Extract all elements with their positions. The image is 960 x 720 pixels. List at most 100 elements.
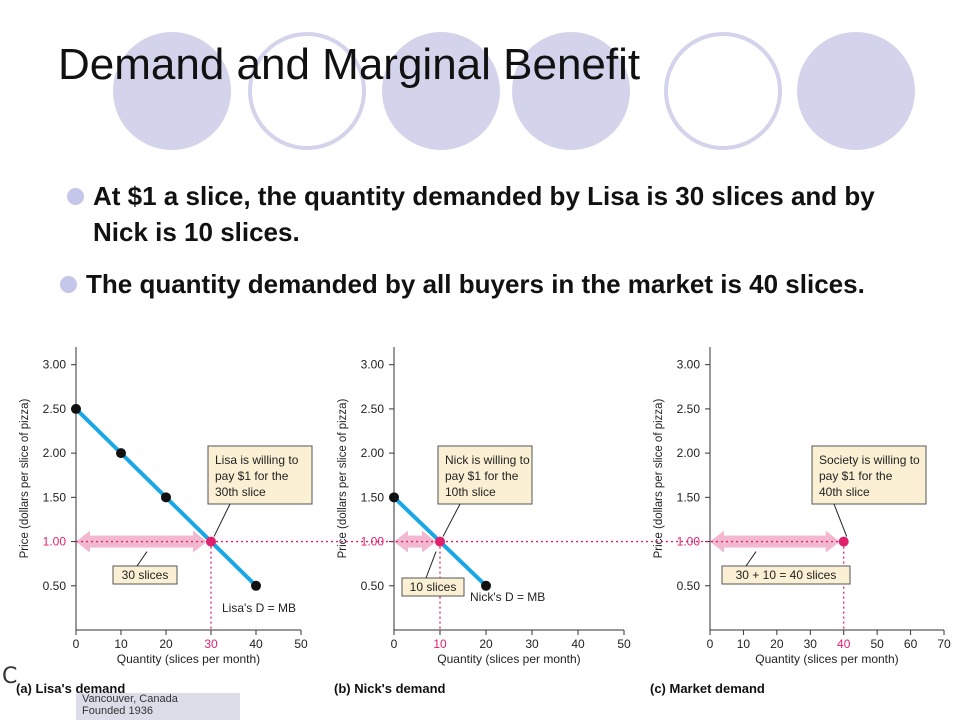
panel-caption: (b) Nick's demand — [334, 681, 446, 696]
decor-circle-5 — [664, 32, 782, 150]
demand-line-label: Nick's D = MB — [470, 590, 545, 604]
decor-circle-2 — [248, 32, 366, 150]
y-axis-label: Price (dollars per slice of pizza) — [653, 398, 665, 558]
y-tick-label: 0.50 — [677, 579, 701, 593]
y-tick-label: 3.00 — [677, 358, 701, 372]
x-tick-label: 30 — [204, 637, 218, 651]
callout-pointer — [833, 503, 848, 537]
bullet-dot-icon — [67, 188, 84, 205]
demand-point — [161, 492, 171, 503]
quantity-arrowhead-right — [193, 530, 207, 553]
quantity-arrow — [84, 535, 197, 548]
y-tick-label: 1.50 — [43, 490, 67, 504]
x-axis-label: Quantity (slices per month) — [117, 652, 260, 666]
callout-pointer — [442, 503, 461, 537]
x-axis-label: Quantity (slices per month) — [755, 652, 898, 666]
panel-caption: (a) Lisa's demand — [16, 681, 125, 696]
y-tick-label: 1.50 — [677, 490, 701, 504]
bullet-dot-icon — [60, 276, 77, 293]
demand-point — [389, 492, 399, 503]
panel-caption: (c) Market demand — [650, 681, 765, 696]
quantity-box — [401, 577, 465, 597]
decor-circle-4 — [512, 32, 630, 150]
quantity-box-pointer — [425, 551, 437, 579]
quantity-box — [112, 565, 178, 585]
x-tick-label: 30 — [804, 637, 818, 651]
x-tick-label: 0 — [391, 637, 398, 651]
x-tick-label: 0 — [707, 637, 714, 651]
y-tick-label: 2.50 — [677, 402, 701, 416]
quantity-box-pointer — [745, 551, 757, 567]
callout-text: pay $1 for the — [819, 469, 893, 483]
quantity-box-text: 10 slices — [410, 580, 457, 594]
y-tick-label: 2.00 — [677, 446, 701, 460]
decor-circle-3 — [382, 32, 500, 150]
bullet-2-text: The quantity demanded by all buyers in t… — [86, 269, 865, 299]
y-tick-label: 3.00 — [361, 358, 385, 372]
x-tick-label: 40 — [249, 637, 263, 651]
side-glyph: C — [2, 664, 18, 689]
y-axis-label: Price (dollars per slice of pizza) — [337, 398, 349, 558]
y-tick-label: 1.50 — [361, 490, 385, 504]
y-tick-label: 2.00 — [43, 446, 67, 460]
callout-text: 30th slice — [215, 485, 266, 499]
callout-text: Nick is willing to — [445, 453, 530, 467]
callout-text: pay $1 for the — [215, 469, 289, 483]
callout-text: 40th slice — [819, 485, 870, 499]
x-tick-label: 10 — [433, 637, 447, 651]
x-tick-label: 20 — [479, 637, 493, 651]
quantity-box-text: 30 + 10 = 40 slices — [736, 568, 837, 582]
quantity-box-text: 30 slices — [122, 568, 169, 582]
x-tick-label: 20 — [770, 637, 784, 651]
bullet-2: The quantity demanded by all buyers in t… — [60, 266, 946, 302]
highlight-point — [435, 536, 445, 547]
x-tick-label: 50 — [294, 637, 308, 651]
callout-pointer — [213, 503, 231, 537]
bullet-1: At $1 a slice, the quantity demanded by … — [67, 178, 883, 250]
quantity-arrow — [718, 535, 830, 548]
highlight-point — [838, 536, 849, 547]
callout-text: Lisa is willing to — [215, 453, 299, 467]
footer-logo: Vancouver, Canada Founded 1936 — [76, 693, 240, 720]
y-tick-label: 0.50 — [43, 579, 67, 593]
x-tick-label: 60 — [904, 637, 918, 651]
x-axis-label: Quantity (slices per month) — [437, 652, 580, 666]
callout-text: pay $1 for the — [445, 469, 519, 483]
callout-box — [811, 445, 927, 505]
logo-line-1: Vancouver, Canada — [82, 693, 178, 705]
callout-box — [437, 445, 533, 505]
demand-point — [251, 580, 261, 591]
decor-circle-6 — [797, 32, 915, 150]
bullet-1-text: At $1 a slice, the quantity demanded by … — [93, 181, 875, 247]
x-tick-label: 50 — [870, 637, 884, 651]
x-tick-label: 10 — [114, 637, 128, 651]
x-tick-label: 30 — [525, 637, 539, 651]
decor-circle-1 — [113, 32, 231, 150]
logo-line-2: Founded 1936 — [82, 705, 153, 717]
y-tick-label: 2.50 — [43, 402, 67, 416]
quantity-box-pointer — [136, 551, 148, 567]
y-tick-label: 1.00 — [43, 535, 67, 549]
quantity-box — [721, 565, 851, 585]
demand-point — [481, 580, 491, 591]
y-axis-label: Price (dollars per slice of pizza) — [19, 398, 31, 558]
x-tick-label: 20 — [159, 637, 173, 651]
callout-text: Society is willing to — [819, 453, 920, 467]
x-tick-label: 40 — [571, 637, 585, 651]
demand-line-label: Lisa's D = MB — [222, 601, 296, 615]
y-tick-label: 2.50 — [361, 402, 385, 416]
y-tick-label: 0.50 — [361, 579, 385, 593]
callout-text: 10th slice — [445, 485, 496, 499]
x-tick-label: 40 — [837, 637, 851, 651]
slide-title: Demand and Marginal Benefit — [58, 40, 641, 89]
y-tick-label: 2.00 — [361, 446, 385, 460]
demand-charts: 0.501.001.502.002.503.000 10 20 30 40 50Quant… — [16, 347, 951, 696]
quantity-arrowhead-right — [422, 530, 436, 553]
y-tick-label: 1.00 — [677, 535, 701, 549]
callout-box — [207, 445, 313, 505]
x-tick-label: 10 — [737, 637, 751, 651]
x-tick-label: 0 — [73, 637, 80, 651]
x-tick-label: 70 — [937, 637, 951, 651]
demand-point — [116, 448, 126, 459]
x-tick-label: 50 — [617, 637, 631, 651]
